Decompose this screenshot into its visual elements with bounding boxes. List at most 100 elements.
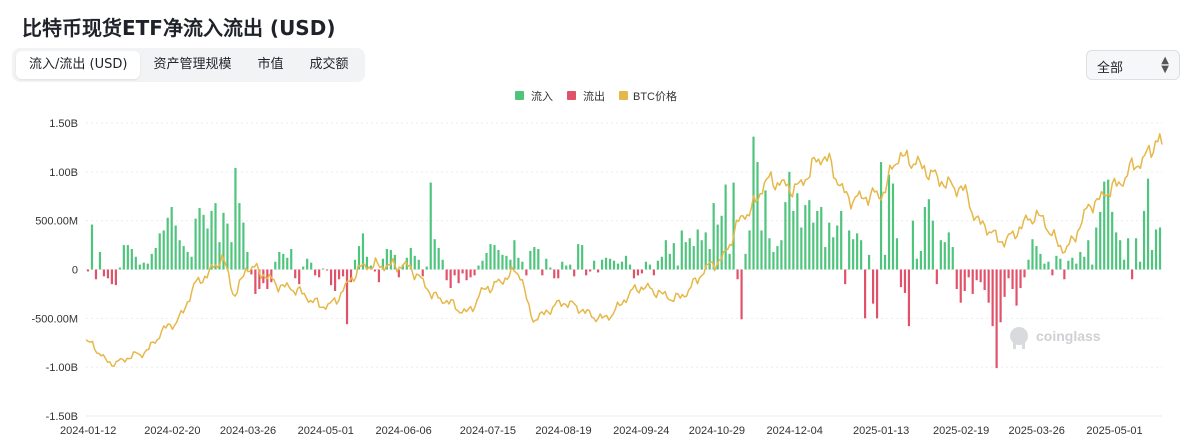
outflow-bar[interactable] (473, 269, 476, 276)
inflow-bar[interactable] (744, 253, 747, 270)
inflow-bar[interactable] (852, 239, 855, 270)
inflow-bar[interactable] (824, 247, 827, 270)
inflow-bar[interactable] (608, 258, 612, 270)
inflow-bar[interactable] (1087, 240, 1090, 270)
outflow-bar[interactable] (636, 269, 640, 276)
inflow-bar[interactable] (812, 222, 815, 270)
inflow-bar[interactable] (840, 210, 843, 270)
inflow-bar[interactable] (915, 258, 919, 270)
inflow-bar[interactable] (389, 249, 392, 270)
inflow-bar[interactable] (1123, 259, 1126, 270)
inflow-bar[interactable] (911, 220, 915, 270)
outflow-bar[interactable] (875, 269, 879, 319)
inflow-bar[interactable] (206, 228, 209, 270)
inflow-bar[interactable] (1055, 255, 1058, 270)
outflow-bar[interactable] (329, 269, 333, 286)
outflow-bar[interactable] (736, 269, 739, 280)
inflow-bar[interactable] (425, 266, 428, 270)
inflow-bar[interactable] (856, 233, 859, 270)
outflow-bar[interactable] (971, 269, 974, 294)
inflow-bar[interactable] (306, 258, 309, 270)
inflow-bar[interactable] (521, 261, 524, 270)
outflow-bar[interactable] (553, 269, 556, 279)
inflow-bar[interactable] (712, 203, 715, 270)
outflow-bar[interactable] (254, 269, 257, 294)
inflow-bar[interactable] (561, 261, 564, 270)
outflow-bar[interactable] (991, 269, 994, 327)
inflow-bar[interactable] (792, 210, 795, 270)
inflow-bar[interactable] (1043, 263, 1046, 270)
inflow-bar[interactable] (760, 230, 763, 270)
outflow-bar[interactable] (967, 269, 970, 278)
inflow-bar[interactable] (867, 254, 871, 270)
outflow-bar[interactable] (449, 269, 452, 289)
inflow-bar[interactable] (891, 183, 895, 270)
inflow-bar[interactable] (716, 224, 719, 270)
inflow-bar[interactable] (130, 248, 133, 270)
btc-price-path[interactable] (85, 133, 1163, 368)
inflow-bar[interactable] (748, 230, 751, 270)
outflow-bar[interactable] (465, 269, 468, 281)
inflow-bar[interactable] (1154, 229, 1158, 270)
inflow-bar[interactable] (919, 250, 922, 270)
outflow-bar[interactable] (597, 269, 600, 273)
inflow-bar[interactable] (278, 251, 281, 270)
inflow-bar[interactable] (437, 248, 440, 270)
inflow-bar[interactable] (569, 264, 572, 270)
inflow-bar[interactable] (692, 246, 695, 270)
outflow-bar[interactable] (899, 269, 903, 288)
outflow-bar[interactable] (844, 269, 847, 285)
outflow-bar[interactable] (1019, 269, 1022, 289)
outflow-bar[interactable] (640, 269, 644, 274)
tab-inflow-outflow[interactable]: 流入/流出 (USD) (16, 51, 141, 79)
inflow-bar[interactable] (286, 257, 289, 270)
inflow-bar[interactable] (274, 261, 277, 270)
inflow-bar[interactable] (513, 240, 516, 270)
outflow-bar[interactable] (445, 269, 448, 281)
inflow-bar[interactable] (780, 240, 783, 270)
inflow-bar[interactable] (122, 245, 125, 270)
inflow-bar[interactable] (931, 220, 934, 270)
inflow-bar[interactable] (848, 230, 851, 270)
inflow-bar[interactable] (517, 257, 520, 270)
outflow-bar[interactable] (589, 269, 592, 272)
inflow-bar[interactable] (664, 240, 667, 270)
outflow-bar[interactable] (258, 269, 261, 290)
inflow-bar[interactable] (310, 262, 313, 270)
inflow-bar[interactable] (577, 244, 580, 270)
inflow-bar[interactable] (800, 227, 803, 270)
inflow-bar[interactable] (361, 233, 365, 270)
inflow-bar[interactable] (505, 255, 508, 270)
tab-volume[interactable]: 成交额 (309, 57, 349, 72)
inflow-bar[interactable] (413, 255, 416, 270)
inflow-bar[interactable] (529, 250, 532, 270)
inflow-bar[interactable] (648, 264, 651, 270)
inflow-bar[interactable] (668, 253, 671, 270)
outflow-bar[interactable] (341, 269, 345, 277)
inflow-bar[interactable] (788, 171, 791, 270)
inflow-bar[interactable] (752, 136, 755, 270)
inflow-bar[interactable] (194, 218, 197, 270)
inflow-bar[interactable] (708, 248, 711, 270)
inflow-bar[interactable] (214, 203, 217, 270)
inflow-bar[interactable] (138, 264, 141, 270)
inflow-bar[interactable] (1079, 251, 1082, 270)
inflow-bar[interactable] (616, 263, 620, 270)
inflow-bar[interactable] (1027, 259, 1030, 270)
inflow-bar[interactable] (923, 206, 926, 270)
inflow-bar[interactable] (441, 259, 444, 270)
inflow-bar[interactable] (879, 162, 883, 270)
inflow-bar[interactable] (417, 259, 420, 270)
outflow-bar[interactable] (963, 269, 966, 291)
inflow-bar[interactable] (1146, 178, 1150, 270)
outflow-bar[interactable] (525, 269, 528, 276)
inflow-bar[interactable] (118, 267, 121, 270)
inflow-bar[interactable] (1067, 260, 1070, 270)
inflow-bar[interactable] (166, 217, 169, 270)
inflow-bar[interactable] (353, 259, 357, 270)
inflow-bar[interactable] (895, 238, 899, 270)
inflow-bar[interactable] (764, 190, 767, 270)
inflow-bar[interactable] (860, 240, 863, 270)
inflow-bar[interactable] (493, 245, 496, 270)
inflow-bar[interactable] (939, 240, 942, 270)
